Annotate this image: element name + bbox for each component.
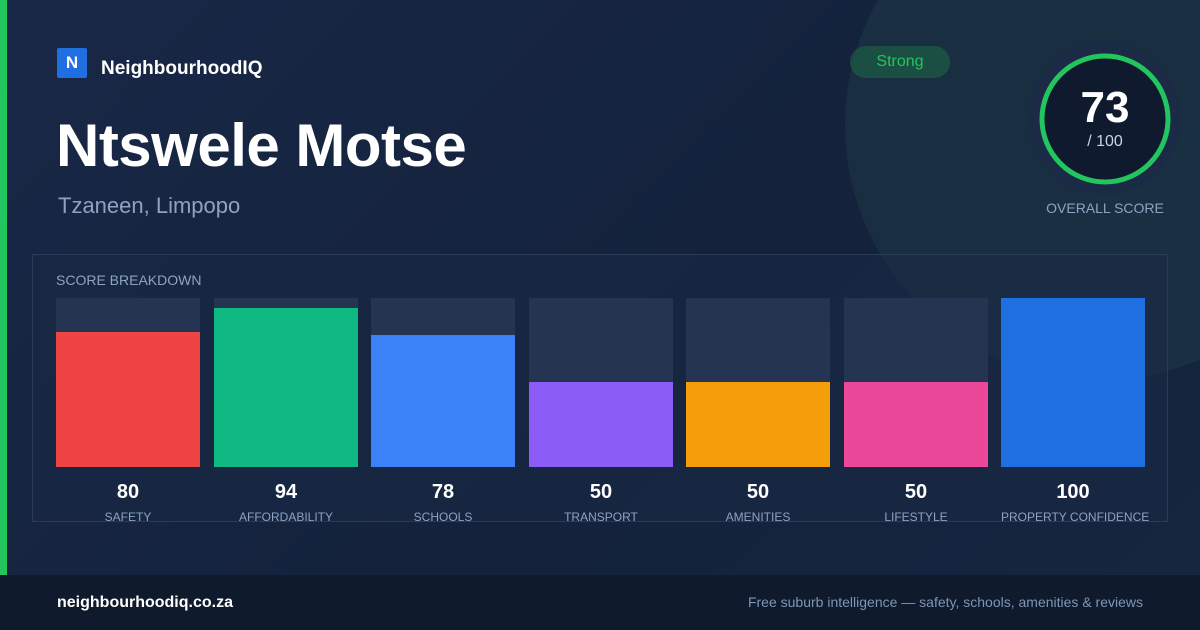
bar-fill: [371, 335, 515, 467]
brand-logo-icon: N: [57, 48, 87, 78]
bar-label: LIFESTYLE: [884, 510, 948, 524]
brand[interactable]: N NeighbourhoodIQ: [57, 46, 262, 80]
score-bar-amenities: 50 AMENITIES: [686, 298, 830, 524]
score-bar-affordability: 94 AFFORDABILITY: [214, 298, 358, 524]
bar-fill: [686, 382, 830, 467]
bar-value: 100: [1056, 481, 1090, 503]
suburb-title: Ntswele Motse: [56, 112, 467, 179]
bar-track: [56, 298, 200, 467]
bar-value: 78: [431, 481, 455, 503]
score-ring-arc: [1039, 53, 1171, 185]
bar-track: [529, 298, 673, 467]
breakdown-title: SCORE BREAKDOWN: [56, 272, 202, 288]
bar-value: 94: [274, 481, 298, 503]
footer: neighbourhoodiq.co.za Free suburb intell…: [0, 575, 1200, 630]
bar-track: [686, 298, 830, 467]
suburb-location: Tzaneen, Limpopo: [58, 193, 241, 218]
bar-label: AFFORDABILITY: [238, 510, 333, 524]
bar-label: PROPERTY CONFIDENCE: [1001, 510, 1150, 524]
bar-fill: [56, 332, 200, 467]
accent-strip: [0, 0, 7, 575]
bar-value: 80: [116, 481, 140, 503]
bar-fill: [214, 308, 358, 467]
bar-track: [1001, 298, 1145, 467]
bar-value: 50: [746, 481, 770, 503]
bar-value: 50: [904, 481, 928, 503]
score-breakdown-panel: SCORE BREAKDOWN 80 SAFETY 94 AFFORDABILITY 7…: [32, 254, 1168, 524]
bar-value: 50: [589, 481, 613, 503]
score-bar-property-confidence: 100 PROPERTY CONFIDENCE: [1001, 298, 1150, 524]
bar-track: [214, 298, 358, 467]
score-ring-graphic: [1029, 43, 1181, 195]
overall-score-max: / 100: [1087, 133, 1123, 150]
footer-tagline: Free suburb intelligence — safety, schoo…: [747, 594, 1143, 610]
score-bar-safety: 80 SAFETY: [56, 298, 200, 524]
score-bar-schools: 78 SCHOOLS: [371, 298, 515, 524]
bar-fill: [529, 382, 673, 467]
overall-score-label: OVERALL SCORE: [1046, 200, 1164, 216]
bar-label: SCHOOLS: [413, 510, 473, 524]
brand-name: NeighbourhoodIQ: [101, 58, 263, 79]
rating-badge: Strong: [850, 46, 950, 78]
bar-fill: [1001, 298, 1145, 467]
bar-label: AMENITIES: [725, 510, 791, 524]
overall-score-value: 73: [1080, 83, 1130, 132]
footer-domain-link[interactable]: neighbourhoodiq.co.za: [57, 594, 233, 611]
overall-score-ring: 73 / 100: [1029, 43, 1181, 195]
bar-label: TRANSPORT: [564, 510, 638, 524]
bar-track: [371, 298, 515, 467]
score-bar-transport: 50 TRANSPORT: [529, 298, 673, 524]
bar-fill: [844, 382, 988, 467]
bar-track: [844, 298, 988, 467]
score-bar-lifestyle: 50 LIFESTYLE: [844, 298, 988, 524]
bar-label: SAFETY: [104, 510, 152, 524]
